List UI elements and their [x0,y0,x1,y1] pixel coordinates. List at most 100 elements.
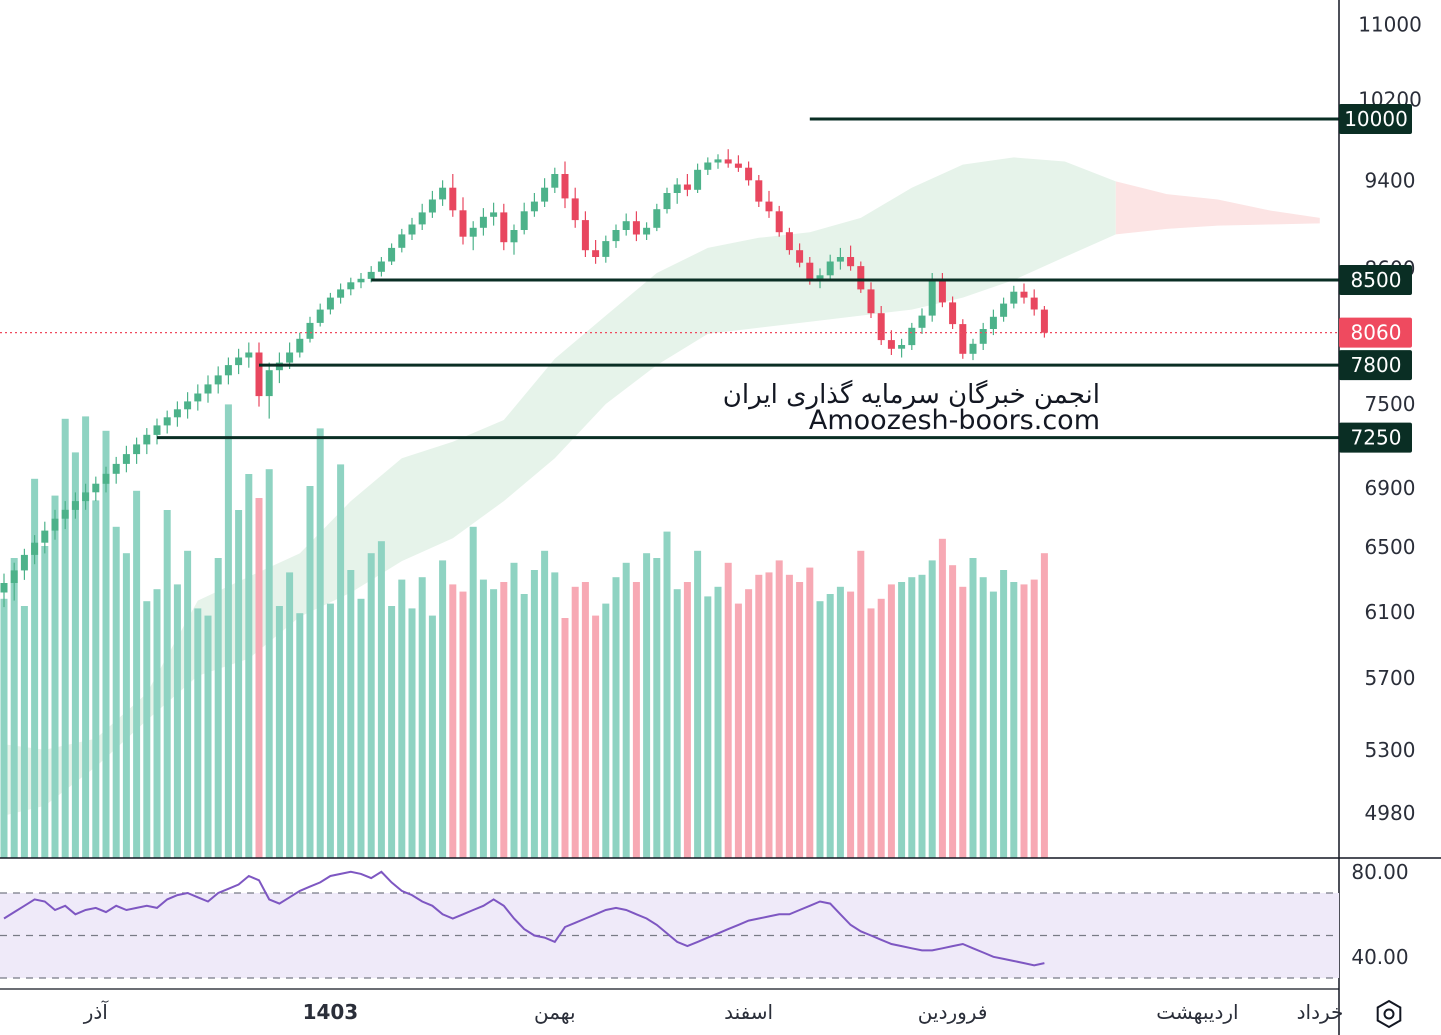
candle-body [663,193,671,210]
candle [235,348,243,375]
volume-bar [439,560,447,858]
ichimoku-cloud [4,157,1320,816]
watermark-url: Amoozesh-boors.com [809,405,1100,436]
candle [163,410,171,434]
candle [755,175,763,207]
time-axis-label: بهمن [534,1000,576,1024]
volume-bar [133,490,141,858]
candle-body [347,282,355,290]
rsi-line [3,870,1045,967]
candle [694,163,702,193]
candle [602,235,610,263]
price-tick-label: 9400 [1365,168,1416,192]
price-tick-label: 6100 [1365,600,1416,624]
volume-bar [826,594,834,858]
volume-bar [867,608,875,858]
candle-body [71,501,79,510]
candle-body [643,227,651,235]
rsi-tick-label: 80.00 [1351,860,1408,884]
volume-bar [643,553,651,858]
price-tick-label: 6900 [1365,476,1416,500]
time-axis-label: خرداد [1297,1000,1344,1024]
candle [765,190,773,218]
candle-body [439,187,447,200]
volume-bar [989,591,997,858]
volume-bar [469,526,477,858]
volume-bar [949,565,957,858]
volume-bar [71,452,79,858]
candle-body [571,198,579,221]
volume-bar [938,538,946,858]
volume-bar [51,495,59,858]
candle [224,357,232,385]
candle [898,338,906,358]
candle-body [806,262,814,280]
time-axis[interactable]: آذر 1403 بهمن اسفند فروردین اردیبهشت خرداد [83,999,1344,1024]
candle-body [245,352,253,358]
time-axis-label: 1403 [303,1000,359,1024]
settings-hexagon-icon[interactable] [1376,999,1402,1029]
volume-bar [745,589,753,858]
candle-body [541,187,549,202]
candle [724,149,732,168]
candle-body [551,174,559,188]
candle-body [388,247,396,262]
rsi-pane[interactable] [0,870,1339,979]
price-axis[interactable]: 1100010200940086007500690065006100570053… [1358,13,1422,825]
volume-bar [163,510,171,858]
candle-body [683,184,691,190]
candle [510,224,518,255]
volume-bar [530,570,538,858]
volume-bar [275,606,283,858]
volume-bar [694,550,702,858]
candle-body [173,409,181,418]
candle [306,316,314,343]
volume-bar [347,570,355,858]
volume-bars [0,404,1048,858]
candle-body [520,211,528,230]
candle [1010,285,1018,309]
volume-bar [592,615,600,858]
candle [102,466,110,493]
candle [836,247,844,270]
level-badge-7250: 7250 [1339,422,1412,453]
volume-bar [1020,584,1028,858]
candle [245,342,253,368]
volume-bar [92,500,100,858]
candle [1020,283,1028,304]
volume-bar [928,560,936,858]
candle [1040,306,1048,338]
candle [0,573,8,608]
support-resistance-lines[interactable] [157,117,1339,440]
volume-bar [418,577,426,858]
volume-bar [20,606,28,858]
candle-body [724,159,732,164]
candle [632,211,640,242]
volume-bar [714,586,722,858]
candle [541,178,549,207]
candle [61,501,69,530]
candle-body [959,324,967,354]
candle-body [10,570,18,583]
volume-bar [235,510,243,858]
candle [745,161,753,186]
volume-bar [296,613,304,858]
candle-body [204,384,212,394]
price-tick-label: 6500 [1365,535,1416,559]
candle-body [765,201,773,212]
level-badge-10000-text: 10000 [1344,107,1408,131]
candle [408,217,416,240]
level-badge-8500-bg [1339,265,1412,295]
volume-bar [31,478,39,858]
volume-bar [194,608,202,858]
level-badge-8500: 8500 [1339,265,1412,295]
candle [153,418,161,445]
candle-body [653,209,661,228]
candle-body [133,444,141,455]
candle [184,392,192,419]
volume-bar [490,589,498,858]
candle-body [755,180,763,202]
price-tick-label: 7500 [1365,392,1416,416]
volume-bar [847,591,855,858]
